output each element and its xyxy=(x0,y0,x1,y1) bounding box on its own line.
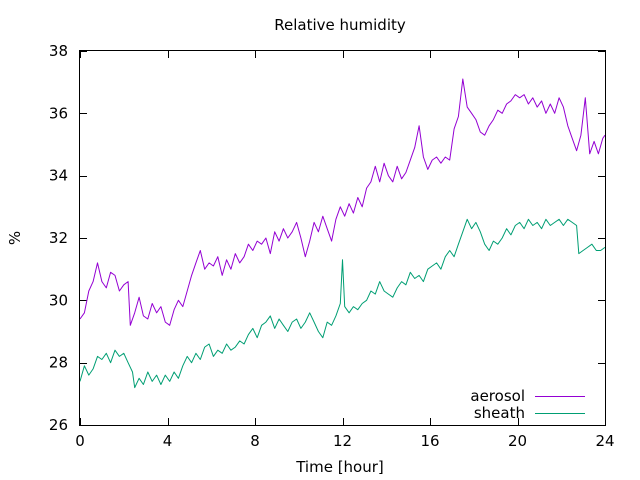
y-axis-label: % xyxy=(6,231,24,245)
y-tick-label: 36 xyxy=(49,104,68,122)
x-tick-label: 24 xyxy=(595,432,614,450)
x-axis-label: Time [hour] xyxy=(295,458,384,476)
x-tick-label: 16 xyxy=(420,432,439,450)
series-line-sheath xyxy=(79,218,606,389)
x-tick-label: 8 xyxy=(250,432,260,450)
y-tick-label: 32 xyxy=(49,229,68,247)
chart-title: Relative humidity xyxy=(274,16,406,34)
y-tick-label: 28 xyxy=(49,354,68,372)
x-tick-label: 4 xyxy=(163,432,173,450)
legend-label-aerosol: aerosol xyxy=(470,387,525,405)
x-tick-label: 0 xyxy=(75,432,85,450)
y-tick-label: 30 xyxy=(49,291,68,309)
plot-frame xyxy=(79,50,606,426)
series-lines xyxy=(79,78,606,389)
axis-ticks: 0 4 8 12 16 20 24 26 28 30 32 34 36 38 xyxy=(49,42,615,450)
y-tick-label: 26 xyxy=(49,416,68,434)
y-tick-label: 34 xyxy=(49,167,68,185)
legend-label-sheath: sheath xyxy=(474,404,525,422)
series-line-aerosol xyxy=(79,78,606,326)
x-tick-label: 20 xyxy=(508,432,527,450)
y-tick-label: 38 xyxy=(49,42,68,60)
x-tick-label: 12 xyxy=(333,432,352,450)
